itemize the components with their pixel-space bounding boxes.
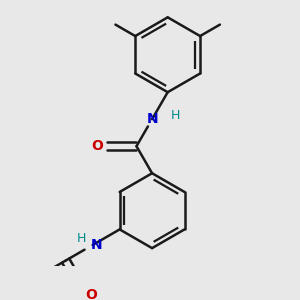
Text: N: N: [91, 238, 103, 252]
Text: H: H: [171, 109, 180, 122]
Text: H: H: [77, 232, 86, 245]
Text: N: N: [146, 112, 158, 126]
Text: O: O: [85, 288, 97, 300]
Text: O: O: [91, 139, 103, 153]
